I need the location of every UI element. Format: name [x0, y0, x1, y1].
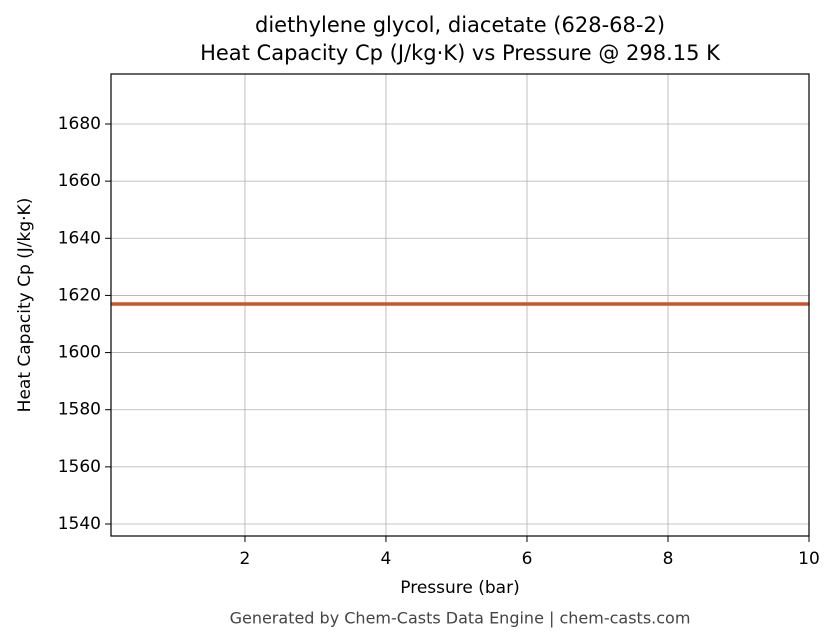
y-tick-label: 1620 [58, 285, 101, 305]
y-tick-label: 1680 [58, 114, 101, 134]
chart-title: diethylene glycol, diacetate (628-68-2) [255, 13, 665, 37]
y-tick-label: 1540 [58, 514, 101, 534]
x-tick-label: 2 [240, 549, 251, 569]
y-tick-label: 1580 [58, 400, 101, 420]
y-tick-label: 1640 [58, 228, 101, 248]
y-tick-label: 1660 [58, 171, 101, 191]
x-axis-label: Pressure (bar) [400, 578, 519, 598]
x-tick-label: 6 [522, 549, 533, 569]
y-tick-label: 1600 [58, 343, 101, 363]
plot-frame [110, 73, 810, 537]
y-tick-label: 1560 [58, 457, 101, 477]
x-tick-label: 10 [798, 549, 820, 569]
chart-subtitle: Heat Capacity Cp (J/kg·K) vs Pressure @ … [200, 41, 721, 65]
x-tick-label: 8 [663, 549, 674, 569]
y-axis-label: Heat Capacity Cp (J/kg·K) [15, 198, 35, 413]
footer: Generated by Chem-Casts Data Engine | ch… [230, 609, 691, 628]
x-tick-label: 4 [381, 549, 392, 569]
